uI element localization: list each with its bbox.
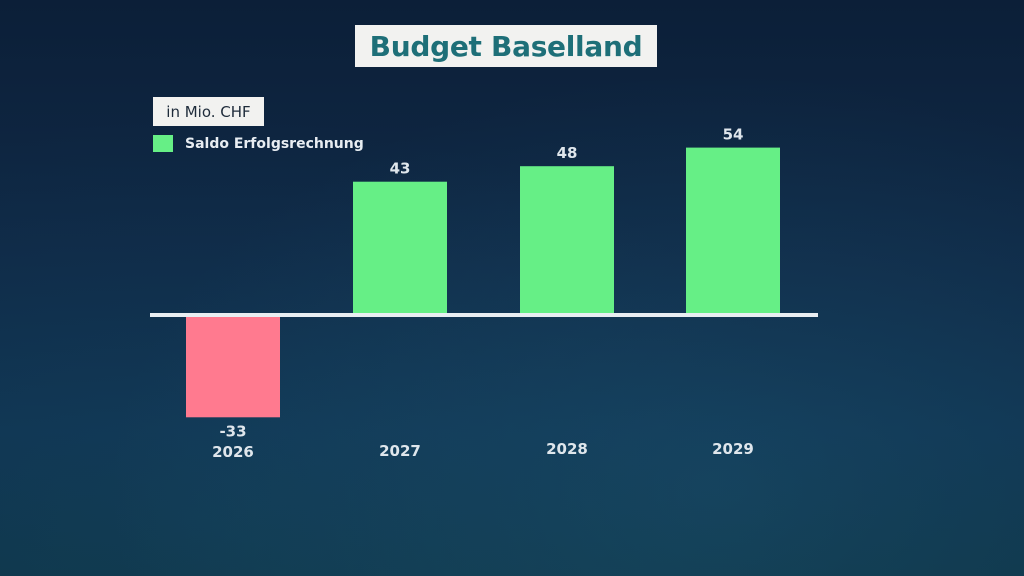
category-label-2029: 2029: [712, 440, 754, 458]
bar-2026: [186, 315, 280, 418]
value-label-2027: 43: [390, 160, 411, 178]
title-box: Budget Baselland: [355, 25, 657, 67]
legend-label: Saldo Erfolgsrechnung: [185, 135, 364, 152]
legend: Saldo Erfolgsrechnung: [153, 135, 364, 152]
category-label-2026: 2026: [212, 443, 254, 461]
legend-swatch: [153, 135, 173, 152]
unit-label: in Mio. CHF: [166, 102, 251, 121]
bar-2029: [686, 147, 780, 315]
value-label-2029: 54: [723, 126, 744, 144]
category-label-2028: 2028: [546, 440, 588, 458]
value-label-2028: 48: [557, 144, 578, 162]
bar-2028: [520, 166, 614, 315]
category-label-2027: 2027: [379, 442, 421, 460]
unit-box: in Mio. CHF: [153, 97, 264, 126]
chart-title: Budget Baselland: [369, 29, 643, 63]
value-label-2026: -33: [219, 422, 246, 440]
bar-2027: [353, 181, 447, 315]
